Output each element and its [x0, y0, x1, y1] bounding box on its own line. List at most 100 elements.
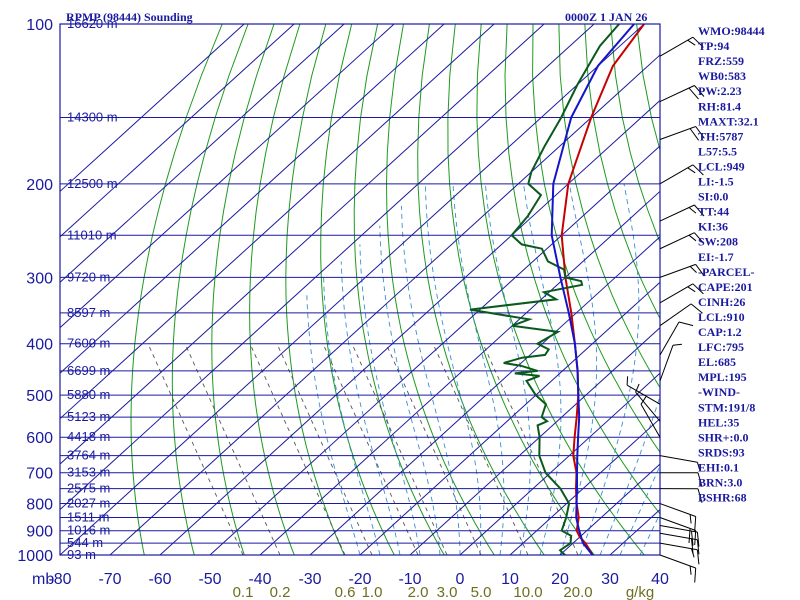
wind-barb-shaft: [659, 85, 695, 103]
index-line: LI:-1.5: [698, 175, 734, 189]
wind-barb-feather: [672, 343, 682, 346]
index-line: CAP:1.2: [698, 325, 742, 339]
mixing-ratio-line: [482, 343, 579, 555]
temperature-tick-label: 20: [551, 571, 569, 588]
wind-barb-feather: [692, 283, 704, 295]
wind-barb: [659, 321, 694, 356]
wind-barb: [659, 126, 705, 141]
moist-adiabat: [619, 464, 660, 555]
mixing-ratio-tick-label: 0.2: [270, 584, 291, 600]
mixing-ratio-tick-label: 10.0: [513, 584, 542, 600]
wind-barb-feather: [691, 531, 694, 546]
height-label: 1511 m: [67, 510, 109, 525]
index-line: -WIND-: [698, 385, 740, 399]
temperature-tick-label: -70: [98, 571, 121, 588]
isotherm-line: [359, 281, 660, 555]
wind-barb-shaft: [659, 164, 694, 185]
wind-barb-feather: [694, 204, 705, 217]
wind-barb-shaft: [659, 232, 695, 250]
index-line: HEL:35: [698, 415, 739, 429]
mixing-ratio-tick-label: 2.0: [408, 584, 429, 600]
wind-barb: [659, 283, 704, 304]
dry-adiabat: [285, 24, 345, 555]
wind-barb-shaft: [626, 384, 661, 405]
indices-panel: WMO:98444TP:94FRZ:559WB0:583PW:2.23RH:81…: [698, 24, 765, 505]
index-line: FRZ:559: [698, 54, 744, 68]
wind-barb-feather: [691, 538, 694, 554]
wind-barb-feather: [689, 128, 700, 141]
height-label: 5880 m: [67, 387, 110, 402]
dry-adiabat: [417, 24, 545, 555]
index-line: SI:0.0: [698, 190, 728, 204]
wind-barb: [635, 383, 661, 422]
wind-barb-feather: [688, 87, 699, 100]
isotherm-line: [559, 463, 660, 555]
moist-adiabat: [639, 512, 660, 555]
index-line: BRN:3.0: [698, 476, 742, 490]
moist-adiabat: [424, 183, 482, 555]
isotherm-line: [60, 24, 345, 283]
wind-barb-shaft: [659, 263, 696, 278]
height-label: 544 m: [67, 535, 103, 550]
wind-barb-feather: [626, 376, 629, 386]
wind-barb-shaft: [659, 283, 694, 304]
mixing-ratio-line: [322, 343, 419, 555]
wind-barb: [659, 532, 700, 555]
wind-barbs-layer: [626, 36, 705, 583]
wind-barb-feather: [695, 264, 705, 277]
wind-barb-feather: [697, 488, 703, 503]
index-line: TH:5787: [698, 129, 743, 143]
height-label: 7600 m: [67, 336, 110, 351]
dry-adiabat: [171, 24, 249, 555]
temperature-tick-label: 0: [456, 571, 465, 588]
temperature-tick-label: -60: [148, 571, 171, 588]
index-line: MPL:195: [698, 370, 747, 384]
index-line: RH:81.4: [698, 99, 741, 113]
wind-barb: [659, 554, 697, 583]
moist-adiabat: [379, 225, 441, 555]
pressure-tick-label: 500: [26, 388, 53, 405]
pressure-tick-label: 300: [26, 270, 53, 287]
index-line: L57:5.5: [698, 144, 737, 158]
wind-barb-feather: [694, 530, 697, 546]
wind-barb: [659, 263, 705, 278]
height-label: 1016 m: [67, 523, 110, 538]
wind-barb-feather: [688, 207, 697, 214]
wind-barb-feather: [694, 232, 705, 245]
mixing-ratio-tick-label: 3.0: [437, 584, 458, 600]
chart-title: RPMP (98444) Sounding: [66, 10, 193, 24]
wind-barb-shaft: [659, 542, 698, 551]
mixing-ratio-tick-label: 0.6: [335, 584, 356, 600]
dry-adiabat: [211, 24, 275, 555]
wind-barb-feather: [687, 167, 696, 174]
moist-adiabat: [359, 244, 421, 555]
wind-barb-feather: [696, 532, 700, 547]
wind-barb-feather: [696, 539, 700, 555]
isotherm-line: [60, 24, 245, 193]
wind-barb-feather: [640, 396, 647, 405]
height-label: 2575 m: [67, 481, 110, 496]
series-layer: [469, 24, 645, 555]
wind-barb-feather: [689, 565, 692, 575]
wind-barb-shaft: [659, 532, 698, 541]
isotherm-line: [60, 24, 295, 238]
wind-barb-feather: [688, 234, 697, 242]
wind-barb: [659, 85, 705, 103]
wind-barb-shaft: [659, 525, 698, 533]
dry-adiabat: [504, 24, 660, 515]
isotherm-line: [60, 24, 595, 511]
wind-barb-shaft: [659, 204, 695, 222]
index-line: TP:94: [698, 39, 729, 53]
height-label: 12500 m: [67, 176, 118, 191]
isotherm-line: [60, 24, 545, 465]
pressure-tick-label: 200: [26, 177, 53, 194]
index-line: CAPE:201: [698, 280, 753, 294]
pressure-tick-label: 100: [26, 17, 53, 34]
wind-barb-feather: [697, 472, 703, 487]
wind-barb: [659, 525, 700, 547]
pressure-tick-label: 800: [26, 497, 53, 514]
pressure-tick-label: 600: [26, 430, 53, 447]
pressure-tick-label: 700: [26, 466, 53, 483]
height-label: 8597 m: [67, 305, 110, 320]
